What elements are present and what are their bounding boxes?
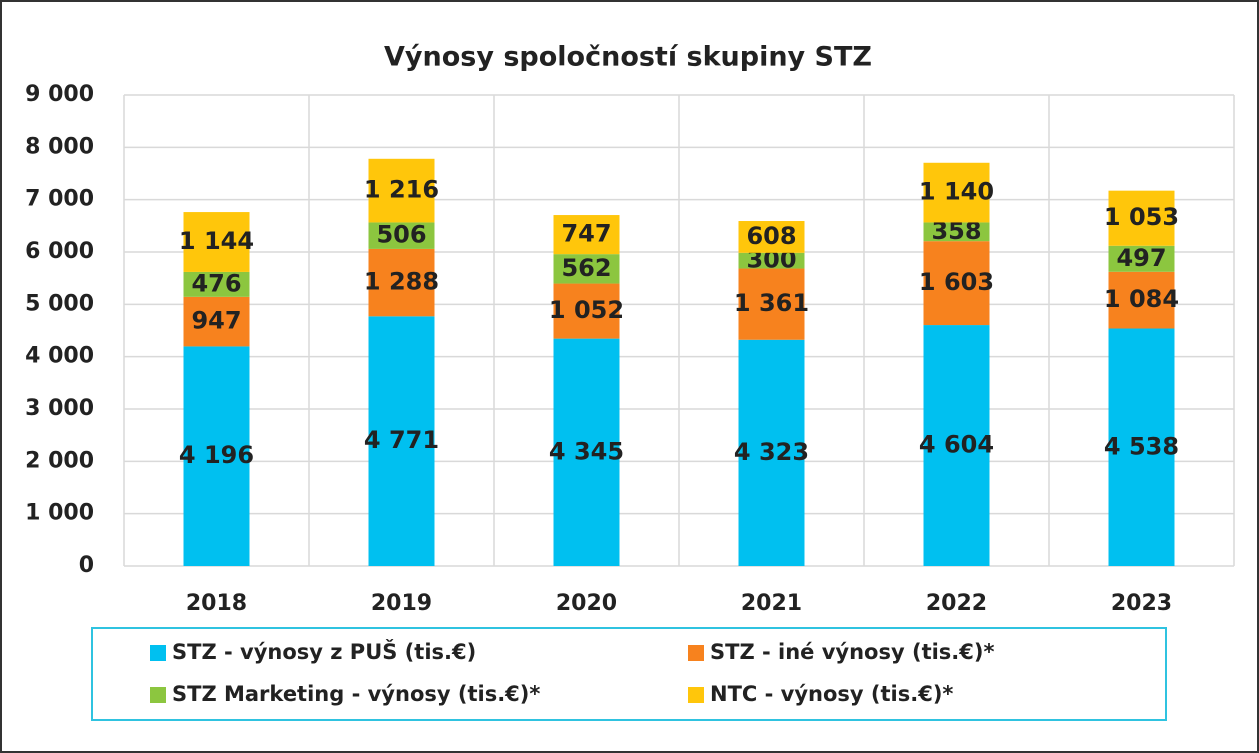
bar-segment	[1108, 271, 1175, 329]
data-label: 947	[191, 307, 241, 335]
y-tick-label: 0	[79, 553, 94, 578]
legend-box	[91, 627, 1167, 721]
data-label: 1 216	[364, 176, 439, 204]
bar-segment	[553, 283, 620, 339]
bar-segment	[368, 248, 435, 317]
bar-segment	[553, 338, 620, 566]
x-tick-label: 2019	[371, 591, 432, 616]
data-label: 497	[1116, 244, 1166, 272]
data-label: 1 053	[1104, 203, 1179, 231]
data-label: 1 084	[1104, 285, 1179, 313]
data-label: 4 604	[919, 431, 994, 459]
bar-segment	[1108, 190, 1175, 246]
data-label: 1 603	[919, 268, 994, 296]
legend-label: STZ - výnosy z PUŠ (tis.€)	[172, 639, 476, 664]
bar-segment	[368, 222, 435, 249]
data-label: 608	[746, 222, 796, 250]
bar-segment	[553, 254, 620, 284]
bar-segment	[368, 316, 435, 566]
bar-segment	[183, 212, 250, 272]
data-label: 562	[561, 254, 611, 282]
x-tick-label: 2018	[186, 591, 247, 616]
bar-segment	[553, 215, 620, 255]
y-tick-label: 7 000	[25, 187, 94, 212]
data-label: 506	[376, 221, 426, 249]
bar-segment	[368, 158, 435, 223]
bar-segment	[923, 222, 990, 242]
data-label: 1 288	[364, 268, 439, 296]
data-label: 4 196	[179, 441, 254, 469]
legend-label: STZ Marketing - výnosy (tis.€)*	[172, 682, 540, 706]
bar-segment	[923, 325, 990, 566]
y-tick-label: 9 000	[25, 82, 94, 107]
x-tick-label: 2021	[741, 591, 802, 616]
data-label: 1 144	[179, 227, 254, 255]
data-label: 1 361	[734, 289, 809, 317]
data-label: 1 140	[919, 178, 994, 206]
bar-segment	[738, 339, 805, 566]
chart-title: Výnosy spoločností skupiny STZ	[384, 42, 872, 73]
y-tick-label: 4 000	[25, 344, 94, 369]
bar-segment	[183, 346, 250, 566]
y-tick-label: 1 000	[25, 501, 94, 526]
legend-swatch	[688, 687, 704, 703]
y-tick-label: 6 000	[25, 239, 94, 264]
bar-segment	[738, 252, 805, 269]
y-tick-label: 8 000	[25, 134, 94, 159]
y-tick-label: 3 000	[25, 396, 94, 421]
y-tick-label: 5 000	[25, 291, 94, 316]
bar-segment	[183, 296, 250, 347]
data-label: 4 323	[734, 438, 809, 466]
legend-swatch	[150, 645, 166, 661]
bar-segment	[183, 271, 250, 297]
y-tick-label: 2 000	[25, 448, 94, 473]
x-tick-label: 2020	[556, 591, 617, 616]
bar-segment	[923, 241, 990, 326]
bar-segment	[1108, 328, 1175, 566]
data-label: 4 345	[549, 437, 624, 465]
bar-segment	[1108, 245, 1175, 272]
legend-label: NTC - výnosy (tis.€)*	[710, 682, 953, 706]
data-label: 1 052	[549, 296, 624, 324]
legend-swatch	[688, 645, 704, 661]
legend-swatch	[150, 687, 166, 703]
x-tick-label: 2023	[1111, 591, 1172, 616]
legend-label: STZ - iné výnosy (tis.€)*	[710, 640, 994, 664]
data-label: 4 538	[1104, 432, 1179, 460]
x-tick-label: 2022	[926, 591, 987, 616]
bar-segment	[738, 268, 805, 340]
bar-segment	[923, 162, 990, 223]
bar-segment	[738, 221, 805, 253]
data-label: 4 771	[364, 426, 439, 454]
data-label: 747	[561, 220, 611, 248]
data-label: 476	[191, 269, 241, 297]
